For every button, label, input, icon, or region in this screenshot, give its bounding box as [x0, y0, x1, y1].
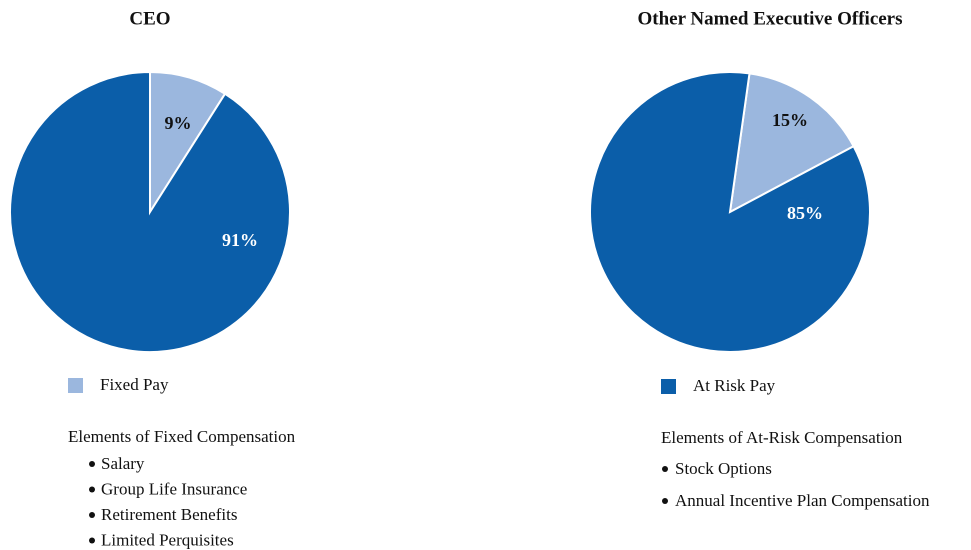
- legend-swatch: [661, 379, 676, 394]
- pie-slice: [149, 70, 227, 216]
- slice-label: 15%: [772, 110, 808, 130]
- elements-heading: Elements of Fixed Compensation: [68, 427, 296, 446]
- element-item: Limited Perquisites: [101, 530, 234, 549]
- pie-slice: [589, 71, 871, 353]
- bullet: [89, 486, 95, 493]
- chart-title: Other Named Executive Officers: [637, 8, 902, 29]
- pie-slice: [728, 72, 855, 214]
- bullet: [662, 466, 668, 472]
- element-item: Retirement Benefits: [101, 505, 237, 524]
- elements-heading: Elements of At-Risk Compensation: [661, 428, 903, 447]
- slice-label: 91%: [222, 230, 258, 250]
- element-item: Stock Options: [675, 459, 772, 478]
- element-item: Salary: [101, 454, 145, 473]
- slice-label: 85%: [787, 203, 823, 223]
- pie-slice: [9, 70, 291, 353]
- element-item: Group Life Insurance: [101, 479, 247, 498]
- legend-label: Fixed Pay: [100, 375, 169, 394]
- bullet: [89, 512, 95, 518]
- bullet: [89, 461, 95, 467]
- legend-label: At Risk Pay: [693, 376, 776, 395]
- slice-label: 9%: [165, 113, 192, 133]
- element-item: Annual Incentive Plan Compensation: [675, 491, 930, 510]
- legend-swatch: [68, 378, 83, 393]
- bullet: [89, 537, 95, 544]
- bullet: [662, 498, 668, 504]
- chart-title: CEO: [129, 8, 170, 29]
